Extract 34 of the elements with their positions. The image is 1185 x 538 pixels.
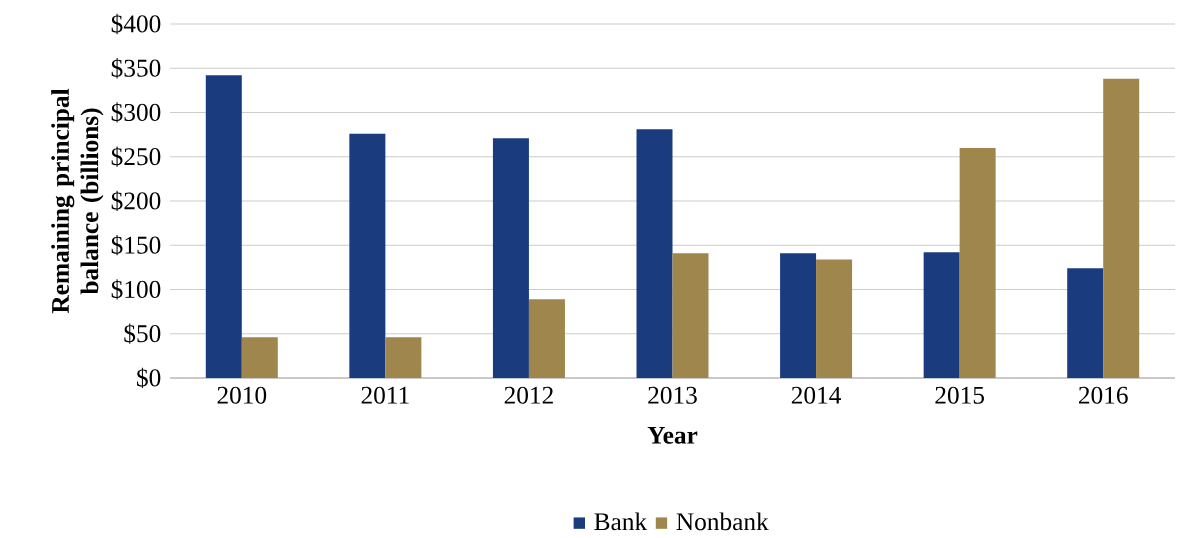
y-tick-label: $300: [111, 102, 161, 123]
bar: [1103, 78, 1140, 378]
legend-label: Nonbank: [676, 512, 769, 531]
y-tick-label: $400: [111, 13, 161, 35]
bar: [959, 147, 996, 378]
legend-label: Bank: [594, 512, 648, 531]
y-tick-label: $0: [137, 367, 161, 389]
bar: [672, 253, 709, 378]
y-tick-label: $200: [111, 190, 161, 212]
bar: [385, 337, 422, 378]
bar: [241, 337, 278, 378]
x-tick-label: 2014: [791, 386, 842, 404]
bar: [528, 299, 565, 378]
x-tick-label: 2012: [504, 386, 553, 404]
y-tick-label: $250: [111, 146, 161, 167]
bar: [349, 133, 386, 378]
x-tick-label: 2015: [935, 386, 984, 404]
y-tick-label: $150: [111, 235, 161, 256]
x-tick-label: 2013: [648, 386, 697, 404]
bar: [492, 138, 529, 378]
bar: [923, 252, 960, 378]
x-tick-label: 2010: [217, 386, 267, 404]
bar: [205, 75, 242, 378]
bar: [780, 253, 817, 378]
bar: [816, 259, 853, 378]
x-tick-label: 2011: [361, 386, 409, 404]
y-axis-title: Remaining principal balance (billions): [51, 88, 104, 314]
y-tick-label: $350: [111, 58, 161, 79]
x-tick-label: 2016: [1078, 386, 1128, 404]
bar: [1067, 268, 1104, 378]
x-axis-title: Year: [647, 426, 698, 444]
bar: [636, 129, 673, 378]
y-tick-label: $50: [124, 323, 161, 344]
y-tick-label: $100: [111, 279, 161, 300]
